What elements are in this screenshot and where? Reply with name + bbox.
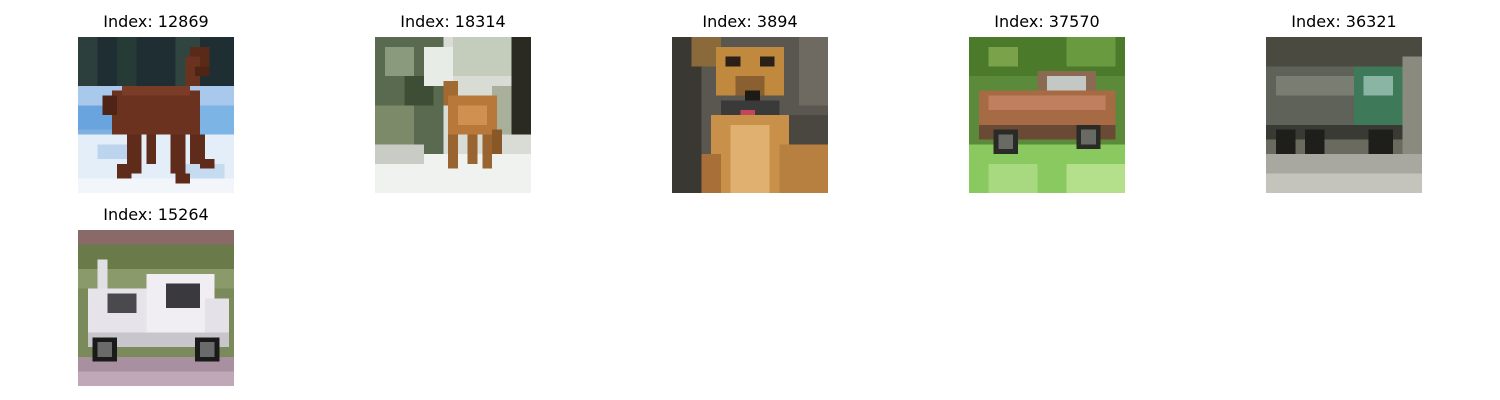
image-thumbnail: [969, 37, 1125, 193]
truck-image: [78, 230, 234, 386]
horse-image: [78, 37, 234, 193]
image-thumbnail: [672, 37, 828, 193]
image-index-title: Index: 18314: [400, 12, 506, 31]
image-index-title: Index: 12869: [103, 12, 209, 31]
image-index-title: Index: 15264: [103, 205, 209, 224]
deer-image: [375, 37, 531, 193]
image-thumbnail: [78, 230, 234, 386]
image-thumbnail: [375, 37, 531, 193]
image-index-title: Index: 37570: [994, 12, 1100, 31]
dog-image: [672, 37, 828, 193]
image-index-title: Index: 3894: [702, 12, 798, 31]
image-thumbnail: [1266, 37, 1422, 193]
image-thumbnail: [78, 37, 234, 193]
truck-image: [1266, 37, 1422, 193]
image-index-title: Index: 36321: [1291, 12, 1397, 31]
car-image: [969, 37, 1125, 193]
